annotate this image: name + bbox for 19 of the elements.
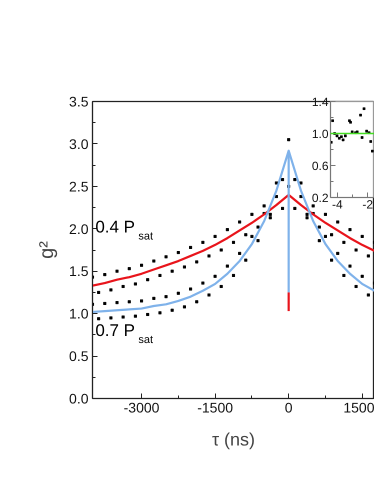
x-tick-label: -3000 bbox=[124, 400, 160, 416]
y-tick-label: 0.2 bbox=[312, 191, 329, 205]
x-axis-title: τ (ns) bbox=[212, 430, 256, 450]
x-tick-label: -4 bbox=[332, 198, 343, 212]
y-tick-label: 1.0 bbox=[312, 127, 329, 141]
y-tick-label: 1.5 bbox=[69, 263, 89, 280]
y-tick-label: 0.0 bbox=[69, 390, 89, 406]
y-tick-label: 0.5 bbox=[69, 348, 89, 364]
y-tick-label: 3.5 bbox=[69, 94, 89, 110]
y-tick-label: 0.6 bbox=[312, 159, 329, 173]
y-tick-label: 1.0 bbox=[69, 306, 89, 322]
y-tick-label: 3.0 bbox=[69, 136, 89, 152]
x-tick-label: 1500 bbox=[343, 400, 374, 416]
x-tick-label: -2 bbox=[362, 198, 374, 212]
x-tick-label: 0 bbox=[284, 400, 293, 416]
x-tick-label: -1500 bbox=[197, 400, 234, 416]
y-tick-label: 2.5 bbox=[69, 178, 89, 194]
y-axis-title: g² bbox=[36, 240, 58, 259]
y-tick-label: 2.0 bbox=[69, 220, 89, 237]
